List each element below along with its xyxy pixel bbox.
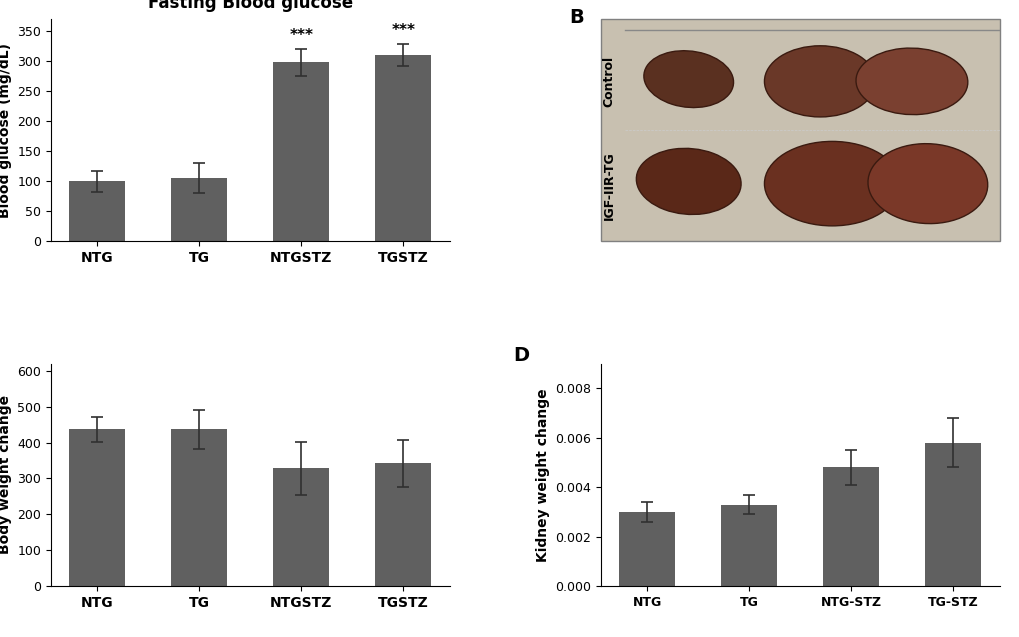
Ellipse shape: [867, 144, 986, 224]
Bar: [171, 429, 227, 586]
Ellipse shape: [763, 46, 875, 117]
Title: Fasting Blood glucose: Fasting Blood glucose: [148, 0, 353, 12]
Bar: [69, 182, 125, 241]
Ellipse shape: [643, 51, 733, 108]
Bar: [924, 443, 980, 586]
Text: ***: ***: [289, 28, 313, 43]
Bar: [69, 429, 125, 586]
Ellipse shape: [763, 141, 899, 226]
Text: IGF-IIR-TG: IGF-IIR-TG: [602, 152, 614, 220]
Y-axis label: Body weight change: Body weight change: [0, 396, 11, 554]
Text: D: D: [513, 346, 529, 365]
Text: Control: Control: [602, 56, 614, 107]
Y-axis label: Kidney weight change: Kidney weight change: [535, 388, 549, 562]
Bar: [822, 468, 878, 586]
Ellipse shape: [636, 148, 741, 215]
Bar: [273, 468, 329, 586]
Text: ***: ***: [391, 24, 415, 38]
FancyBboxPatch shape: [600, 19, 999, 241]
Bar: [273, 62, 329, 241]
Ellipse shape: [855, 48, 967, 115]
Bar: [720, 505, 776, 586]
Bar: [619, 512, 675, 586]
Y-axis label: Blood glucose (mg/dL): Blood glucose (mg/dL): [0, 43, 12, 218]
Bar: [171, 178, 227, 241]
Bar: [375, 55, 431, 241]
Bar: [375, 463, 431, 586]
Text: B: B: [569, 8, 583, 27]
